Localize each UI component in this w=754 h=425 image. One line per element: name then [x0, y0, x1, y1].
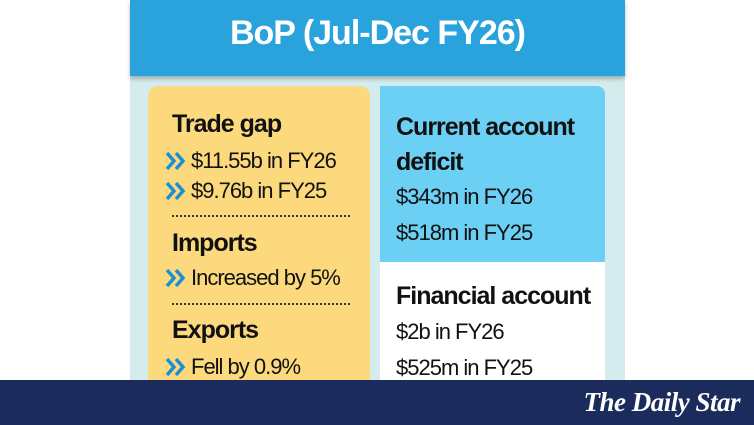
item: $343m in FY26	[396, 184, 533, 209]
item: Increased by 5%	[191, 265, 341, 290]
section-heading: Trade gap	[172, 110, 282, 138]
item: $11.55b in FY26	[191, 148, 337, 173]
divider	[172, 215, 350, 217]
title: BoP (Jul-Dec FY26)	[229, 14, 526, 52]
item: $525m in FY25	[396, 355, 533, 380]
right-bottom-box	[380, 262, 605, 386]
item: Fell by 0.9%	[191, 354, 301, 379]
item: $9.76b in FY25	[191, 178, 327, 203]
right-top-box	[380, 86, 605, 262]
chevron-icon	[165, 181, 186, 201]
item: $518m in FY25	[396, 220, 533, 245]
left-box	[148, 86, 370, 386]
divider	[172, 303, 350, 305]
header-bar	[130, 0, 625, 76]
footer-bar	[0, 380, 754, 425]
section-heading: Financial account	[396, 282, 591, 310]
chevron-icon	[165, 151, 186, 171]
item: $2b in FY26	[396, 319, 505, 344]
section-heading: Current account deficit	[396, 113, 575, 176]
section-heading: Exports	[172, 316, 259, 344]
logo: The Daily Star	[583, 387, 740, 417]
chevron-icon	[165, 268, 186, 288]
section-heading: Imports	[172, 229, 258, 257]
chevron-icon	[165, 357, 186, 377]
